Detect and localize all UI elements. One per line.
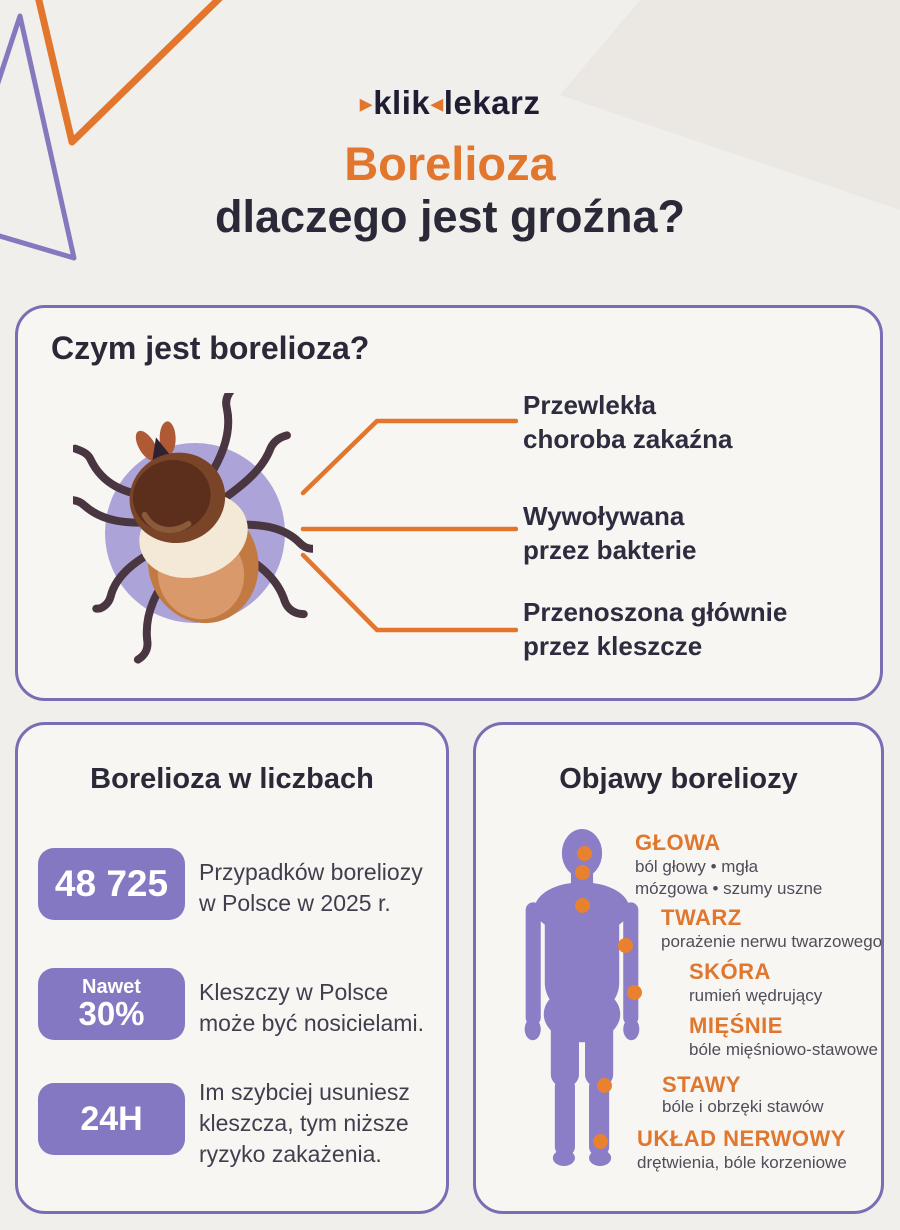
symptom-label: STAWY	[662, 1072, 742, 1097]
stat-desc-line: ryzyko zakażenia.	[199, 1141, 382, 1167]
symptom-desc-line: mózgowa • szumy uszne	[635, 879, 823, 898]
stat-value: 30%	[78, 995, 145, 1032]
card-borreliosis-in-numbers: Borelioza w liczbach 48 725 Przypadków b…	[15, 722, 449, 1214]
stat-prefix: Nawet	[82, 976, 141, 998]
callout-connector-lines	[300, 418, 518, 633]
card-numbers-heading: Borelioza w liczbach	[90, 763, 374, 795]
stat-desc-line: Przypadków boreliozy	[199, 859, 423, 885]
symptom-desc-line: bóle mięśniowo-stawowe	[689, 1040, 878, 1059]
stat-desc-24h: Im szybciej usuniesz kleszcza, tym niższ…	[199, 1077, 410, 1170]
symptom-desc-line: ból głowy • mgła	[635, 857, 759, 876]
symptom-desc-line: drętwienia, bóle korzeniowe	[637, 1153, 847, 1172]
symptom-desc-head: ból głowy • mgła mózgowa • szumy uszne	[635, 856, 822, 900]
stat-desc-carriers: Kleszczy w Polsce może być nosicielami.	[199, 977, 424, 1039]
logo-arrow-left-icon: ◂	[430, 88, 444, 118]
symptom-dot-elbow	[618, 938, 633, 953]
symptom-desc-joints: bóle i obrzęki stawów	[662, 1096, 824, 1118]
stat-value: 48 725	[54, 863, 169, 904]
fact-line: Przewlekła	[523, 390, 656, 420]
symptom-label: TWARZ	[661, 905, 742, 930]
fact-line: przez kleszcze	[523, 631, 703, 661]
logo-arrow-right-icon: ▸	[359, 88, 374, 118]
page-title-accent: Borelioza	[344, 137, 556, 190]
stat-value: 24H	[80, 1100, 143, 1138]
fact-line: Przenoszona głównie	[523, 597, 788, 627]
symptom-label: SKÓRA	[689, 959, 771, 984]
tick-illustration	[73, 393, 313, 664]
stat-badge-carriers: Nawet 30%	[38, 968, 185, 1040]
symptom-label: MIĘŚNIE	[689, 1013, 783, 1038]
stat-badge-cases: 48 725	[38, 848, 185, 920]
symptom-desc-line: rumień wędrujący	[689, 986, 823, 1005]
fact-transmitted-by-ticks: Przenoszona głównie przez kleszcze	[523, 595, 863, 663]
symptom-label: GŁOWA	[635, 830, 721, 855]
symptom-label: UKŁAD NERWOWY	[637, 1126, 846, 1151]
symptom-desc-nervous-system: drętwienia, bóle korzeniowe	[637, 1152, 847, 1174]
stat-desc-line: może być nosicielami.	[199, 1010, 424, 1036]
symptom-dot-knee	[597, 1078, 612, 1093]
stat-desc-line: kleszcza, tym niższe	[199, 1110, 409, 1136]
fact-caused-by-bacteria: Wywoływana przez bakterie	[523, 499, 863, 567]
card-symptoms-heading: Objawy boreliozy	[559, 763, 798, 795]
card-what-heading: Czym jest borelioza?	[51, 330, 370, 366]
fact-chronic-disease: Przewlekła choroba zakaźna	[523, 388, 863, 456]
symptom-desc-muscles: bóle mięśniowo-stawowe	[689, 1039, 878, 1061]
human-body-silhouette	[524, 829, 640, 1166]
fact-line: Wywoływana	[523, 501, 685, 531]
logo-word-klik: klik	[373, 84, 431, 121]
page-title: dlaczego jest groźna?	[214, 191, 686, 242]
symptom-desc-line: porażenie nerwu twarzowego	[661, 932, 883, 951]
brand-logo: ▸klik◂lekarz	[0, 84, 900, 122]
symptom-dot-face	[575, 865, 590, 880]
symptom-dot-shin	[593, 1134, 608, 1149]
fact-line: choroba zakaźna	[523, 424, 733, 454]
symptom-desc-face: porażenie nerwu twarzowego	[661, 931, 882, 953]
symptom-desc-skin: rumień wędrujący	[689, 985, 822, 1007]
symptom-dot-chest	[575, 898, 590, 913]
symptom-desc-line: bóle i obrzęki stawów	[662, 1097, 824, 1116]
stat-badge-24h: 24H	[38, 1083, 185, 1155]
symptom-dot-head	[577, 846, 592, 861]
fact-line: przez bakterie	[523, 535, 697, 565]
logo-word-lekarz: lekarz	[443, 84, 541, 121]
card-what-is-borreliosis: Czym jest borelioza?	[15, 305, 883, 701]
stat-desc-line: Kleszczy w Polsce	[199, 979, 389, 1005]
stat-desc-line: Im szybciej usuniesz	[199, 1079, 410, 1105]
stat-desc-line: w Polsce w 2025 r.	[199, 890, 391, 916]
symptom-dot-forearm	[627, 985, 642, 1000]
stat-desc-cases: Przypadków boreliozy w Polsce w 2025 r.	[199, 857, 423, 919]
card-symptoms: Objawy boreliozy	[473, 722, 884, 1214]
